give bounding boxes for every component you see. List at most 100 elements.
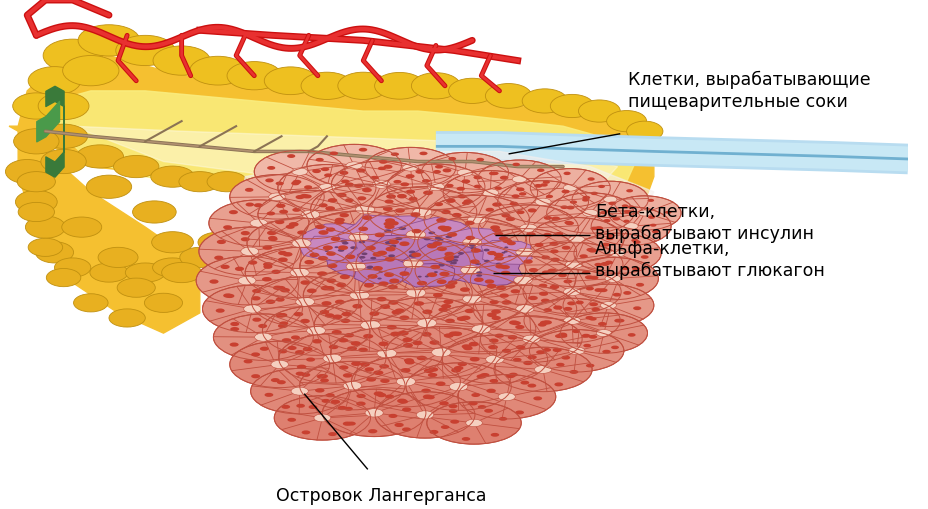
Ellipse shape <box>598 185 604 188</box>
Ellipse shape <box>375 391 474 438</box>
Ellipse shape <box>423 369 433 373</box>
Ellipse shape <box>326 228 335 232</box>
Ellipse shape <box>278 210 288 214</box>
Ellipse shape <box>322 389 425 437</box>
Ellipse shape <box>575 301 583 304</box>
Ellipse shape <box>534 184 542 188</box>
Ellipse shape <box>389 244 396 247</box>
Ellipse shape <box>604 275 620 282</box>
Ellipse shape <box>314 414 330 422</box>
Ellipse shape <box>445 184 453 187</box>
Ellipse shape <box>398 227 406 230</box>
Ellipse shape <box>366 266 372 269</box>
Ellipse shape <box>527 208 536 212</box>
Ellipse shape <box>306 289 316 293</box>
Ellipse shape <box>443 256 454 261</box>
Ellipse shape <box>499 293 509 298</box>
Ellipse shape <box>390 331 400 336</box>
Ellipse shape <box>567 258 658 300</box>
Ellipse shape <box>603 196 616 203</box>
Ellipse shape <box>90 263 128 282</box>
Ellipse shape <box>581 334 590 338</box>
Ellipse shape <box>389 240 399 244</box>
Ellipse shape <box>377 277 381 279</box>
Ellipse shape <box>247 218 355 269</box>
Ellipse shape <box>380 304 390 309</box>
Ellipse shape <box>317 256 328 261</box>
Ellipse shape <box>444 333 453 338</box>
Ellipse shape <box>315 388 324 392</box>
Ellipse shape <box>362 188 371 192</box>
Ellipse shape <box>326 251 336 256</box>
Ellipse shape <box>502 239 511 243</box>
Ellipse shape <box>561 246 570 250</box>
Ellipse shape <box>540 299 549 302</box>
Ellipse shape <box>435 381 445 386</box>
Ellipse shape <box>477 160 561 199</box>
Ellipse shape <box>300 280 310 285</box>
Ellipse shape <box>290 181 300 185</box>
Ellipse shape <box>323 247 328 249</box>
Ellipse shape <box>498 236 508 241</box>
Ellipse shape <box>470 357 479 361</box>
Ellipse shape <box>461 201 470 205</box>
Ellipse shape <box>458 362 467 366</box>
Ellipse shape <box>325 248 329 250</box>
Ellipse shape <box>351 356 460 407</box>
Ellipse shape <box>196 257 298 305</box>
Ellipse shape <box>465 419 482 427</box>
Ellipse shape <box>548 242 559 246</box>
Ellipse shape <box>469 244 475 247</box>
Ellipse shape <box>265 178 274 182</box>
Ellipse shape <box>432 293 443 297</box>
Ellipse shape <box>216 240 226 244</box>
Ellipse shape <box>62 55 119 86</box>
Ellipse shape <box>523 298 620 343</box>
Ellipse shape <box>251 369 348 414</box>
Ellipse shape <box>351 361 361 366</box>
Polygon shape <box>19 126 200 333</box>
Ellipse shape <box>341 319 350 323</box>
Polygon shape <box>357 235 456 275</box>
Ellipse shape <box>325 313 334 318</box>
Ellipse shape <box>318 374 328 378</box>
Ellipse shape <box>458 375 555 419</box>
Ellipse shape <box>547 269 557 273</box>
Ellipse shape <box>424 275 429 277</box>
Ellipse shape <box>410 212 420 217</box>
Ellipse shape <box>409 254 417 258</box>
Ellipse shape <box>342 421 352 426</box>
Ellipse shape <box>568 347 585 354</box>
Ellipse shape <box>393 180 401 184</box>
Ellipse shape <box>340 274 350 279</box>
Ellipse shape <box>520 224 536 232</box>
Ellipse shape <box>299 194 309 199</box>
Ellipse shape <box>230 322 239 326</box>
Ellipse shape <box>579 254 587 258</box>
Ellipse shape <box>330 237 341 241</box>
Ellipse shape <box>626 205 634 209</box>
Ellipse shape <box>406 230 425 239</box>
Ellipse shape <box>500 271 510 275</box>
Ellipse shape <box>427 244 437 248</box>
Ellipse shape <box>358 227 367 231</box>
Ellipse shape <box>513 276 532 285</box>
Polygon shape <box>9 50 653 232</box>
Ellipse shape <box>344 333 354 337</box>
Ellipse shape <box>363 334 373 338</box>
Ellipse shape <box>623 210 630 213</box>
Ellipse shape <box>562 184 576 191</box>
Ellipse shape <box>540 256 549 260</box>
Ellipse shape <box>384 257 394 262</box>
Ellipse shape <box>543 308 551 312</box>
Ellipse shape <box>476 271 482 274</box>
Ellipse shape <box>561 356 570 359</box>
Ellipse shape <box>501 300 511 305</box>
Ellipse shape <box>394 208 405 213</box>
Ellipse shape <box>522 260 532 264</box>
Ellipse shape <box>331 161 431 208</box>
Ellipse shape <box>386 273 391 275</box>
Ellipse shape <box>364 283 374 288</box>
Ellipse shape <box>503 251 508 252</box>
Ellipse shape <box>372 180 390 188</box>
